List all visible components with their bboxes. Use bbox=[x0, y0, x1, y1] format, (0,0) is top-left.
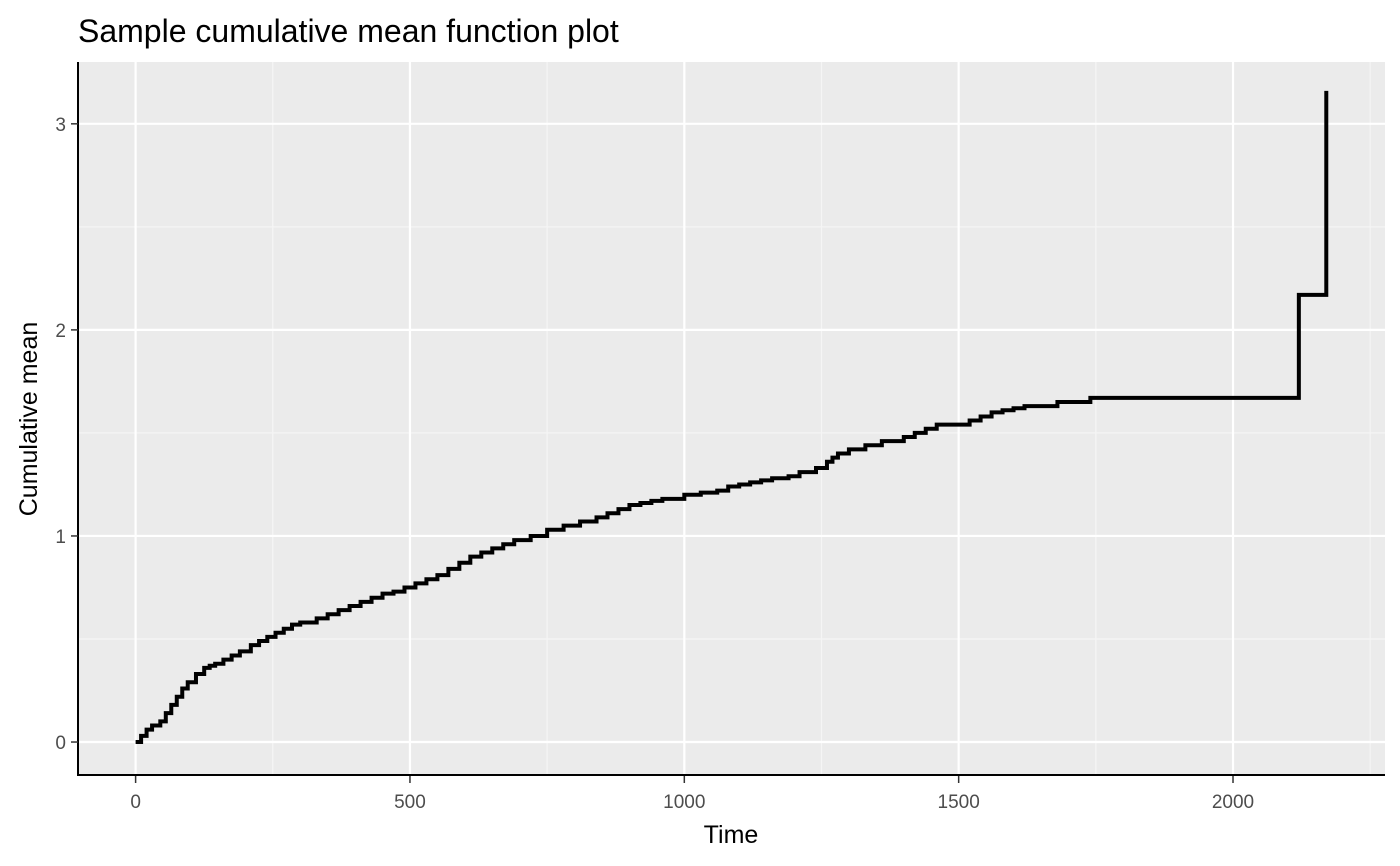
major-gridlines bbox=[78, 62, 1385, 775]
x-axis-ticks: 0 500 1000 1500 2000 bbox=[130, 776, 1254, 813]
x-tick-label: 1000 bbox=[663, 792, 705, 813]
minor-gridlines bbox=[78, 62, 1385, 775]
cumulative-mean-line bbox=[135, 90, 1329, 745]
plot-panel bbox=[78, 62, 1385, 775]
y-axis-title: Cumulative mean bbox=[15, 322, 43, 517]
x-tick-label: 500 bbox=[394, 792, 426, 813]
x-tick-label: 2000 bbox=[1212, 792, 1254, 813]
y-tick-label: 0 bbox=[55, 733, 66, 754]
y-tick-label: 1 bbox=[55, 527, 66, 548]
x-axis-title: Time bbox=[704, 821, 759, 849]
x-tick-label: 0 bbox=[130, 792, 141, 813]
y-tick-label: 3 bbox=[55, 115, 66, 136]
chart-title: Sample cumulative mean function plot bbox=[78, 13, 619, 49]
x-tick-label: 1500 bbox=[938, 792, 980, 813]
y-axis-ticks: 0 1 2 3 bbox=[55, 115, 78, 754]
y-tick-label: 2 bbox=[55, 321, 66, 342]
